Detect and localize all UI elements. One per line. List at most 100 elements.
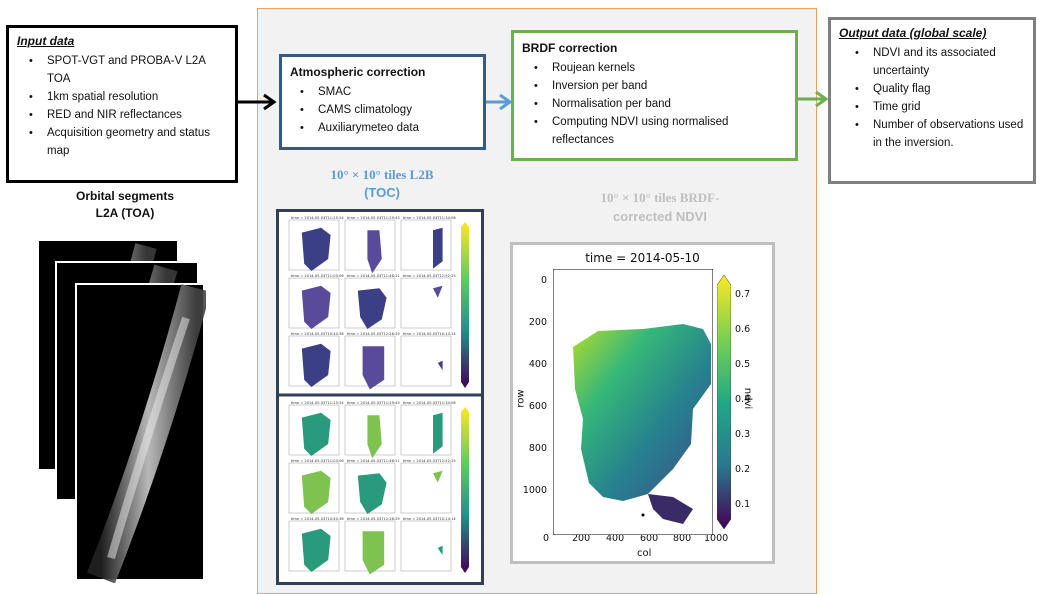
input-data-title: Input data — [17, 34, 75, 48]
brdf-list: Roujean kernels Inversion per band Norma… — [522, 59, 787, 149]
tile-time-label: time = 2014-05-03T10:40:36 — [291, 517, 344, 521]
list-item: RED and NIR reflectances — [29, 106, 227, 124]
tile-time-label: time = 2014-05-03T12:28:29 — [347, 517, 400, 521]
ndvi-x-ticks: 0 200 400 600 800 1000 — [513, 533, 772, 547]
tile-time-label: time = 2014-05-03T11:03:06 — [291, 274, 344, 278]
tile-land — [367, 415, 382, 459]
output-data-list: NDVI and its associated uncertainty Qual… — [839, 44, 1025, 152]
tile-time-label: time = 2014-05-03T10:14:14 — [403, 517, 456, 521]
orbital-caption-line1: Orbital segments — [75, 189, 175, 203]
tile-land — [301, 343, 331, 387]
tile-land — [357, 473, 387, 514]
ndvi-map-figure: time = 2014-05-10 row col ndvi 0 200 400… — [510, 242, 775, 564]
orbital-caption-line2: L2A (TOA) — [95, 206, 155, 220]
input-data-list: SPOT-VGT and PROBA-V L2A TOA 1km spatial… — [17, 52, 227, 160]
ndvi-y-ticks: 0 200 400 600 800 1000 — [513, 245, 553, 545]
tile-land — [301, 528, 331, 572]
cbar-tick-label: 0.1 — [735, 499, 751, 510]
tile-land — [433, 227, 443, 269]
tile-time-label: time = 2014-05-03T11:46:21 — [347, 459, 400, 463]
list-item: Roujean kernels — [534, 59, 787, 77]
y-tick-label: 0 — [540, 275, 547, 286]
tile-land — [301, 285, 331, 329]
tile-time-label: time = 2014-05-03T12:52:25 — [403, 274, 456, 278]
brdf-caption-line2: corrected NDVI — [613, 209, 707, 224]
list-item: Normalisation per band — [534, 95, 787, 113]
tile-land — [433, 470, 443, 483]
tile-frame — [400, 277, 452, 329]
atmos-list: SMAC CAMS climatology Auxiliarymeteo dat… — [290, 83, 475, 137]
tile-land — [437, 360, 443, 371]
tile-colorbar — [461, 407, 469, 573]
tile-time-label: time = 2014-05-03T12:52:25 — [403, 459, 456, 463]
tile-land — [367, 230, 382, 274]
tile-colorbar — [461, 222, 469, 388]
brdf-caption-line1: 10° × 10° tiles BRDF- — [600, 190, 720, 205]
tile-land — [433, 285, 443, 298]
l2b-caption: 10° × 10° tiles L2B (TOC) — [282, 166, 482, 202]
list-item: SMAC — [300, 83, 475, 101]
brdf-correction-box: BRDF correction Roujean kernels Inversio… — [511, 30, 798, 161]
ndvi-colorbar — [717, 275, 731, 529]
tile-time-label: time = 2014-05-03T11:29:43 — [347, 401, 400, 405]
cbar-tick-label: 0.5 — [735, 359, 751, 370]
y-tick-label: 800 — [528, 443, 547, 454]
tile-time-label: time = 2014-05-03T11:25:24 — [291, 216, 344, 220]
atmos-title: Atmospheric correction — [290, 65, 426, 79]
l2b-tiles-figure: time = 2014-05-03T11:25:24 time = 2014-05… — [276, 209, 484, 585]
list-item: 1km spatial resolution — [29, 88, 227, 106]
tile-frame — [400, 520, 452, 572]
tile-time-label: time = 2014-05-03T11:29:43 — [347, 216, 400, 220]
x-tick-label: 200 — [572, 533, 591, 544]
list-item: Auxiliarymeteo data — [300, 119, 475, 137]
ndvi-map-title: time = 2014-05-10 — [585, 251, 700, 265]
x-tick-label: 600 — [640, 533, 659, 544]
tile-frame — [400, 335, 452, 387]
list-item: Inversion per band — [534, 77, 787, 95]
iberia-land — [573, 324, 711, 501]
l2b-caption-line2: (TOC) — [364, 185, 400, 200]
tile-time-label: time = 2014-05-03T11:03:06 — [291, 459, 344, 463]
cbar-tick-label: 0.2 — [735, 464, 751, 475]
cbar-tick-label: 0.6 — [735, 324, 751, 335]
l2b-caption-line1: 10° × 10° tiles L2B — [330, 167, 434, 182]
list-item: NDVI and its associated uncertainty — [855, 44, 1025, 80]
list-item: SPOT-VGT and PROBA-V L2A TOA — [29, 52, 227, 88]
brdf-title: BRDF correction — [522, 41, 618, 55]
tile-land — [357, 288, 387, 329]
output-data-title: Output data (global scale) — [839, 26, 987, 40]
tile-land — [437, 545, 443, 556]
list-item: Time grid — [855, 98, 1025, 116]
tile-time-label: time = 2014-05-03T11:34:08 — [403, 216, 456, 220]
list-item: CAMS climatology — [300, 101, 475, 119]
ndvi-map-plot — [553, 269, 713, 535]
tile-frame — [400, 404, 452, 456]
tile-time-label: time = 2014-05-03T10:40:36 — [291, 332, 344, 336]
tile-time-label: time = 2014-05-03T12:28:29 — [347, 332, 400, 336]
ndvi-cbar-ticks: 0.7 0.6 0.5 0.4 0.3 0.2 0.1 — [735, 275, 771, 529]
tile-frame — [400, 462, 452, 514]
list-item: Number of observations used in the inver… — [855, 116, 1025, 152]
x-tick-label: 800 — [673, 533, 692, 544]
list-item: Computing NDVI using normalised reflecta… — [534, 113, 782, 149]
orbital-caption: Orbital segments L2A (TOA) — [30, 188, 220, 222]
x-tick-label: 1000 — [704, 533, 729, 544]
cbar-tick-label: 0.3 — [735, 429, 751, 440]
tile-panel-2: time = 2014-05-03T11:25:24 time = 2014-05… — [288, 401, 469, 575]
ndvi-map-xlabel: col — [637, 548, 652, 559]
input-data-box: Input data SPOT-VGT and PROBA-V L2A TOA … — [6, 25, 238, 183]
orbital-segments-image — [37, 239, 206, 583]
arrow-input-to-atmos — [238, 93, 277, 111]
x-tick-label: 0 — [543, 533, 550, 544]
tile-panel-1: time = 2014-05-03T11:25:24 time = 2014-05… — [288, 216, 469, 390]
atmospheric-correction-box: Atmospheric correction SMAC CAMS climato… — [279, 54, 486, 150]
tile-time-label: time = 2014-05-03T11:46:21 — [347, 274, 400, 278]
arrow-atmos-to-brdf — [486, 93, 513, 111]
l2b-tiles-svg: time = 2014-05-03T11:25:24 time = 2014-05… — [279, 216, 481, 575]
tile-land — [301, 227, 331, 271]
list-item: Acquisition geometry and status map — [29, 124, 227, 160]
tile-land — [301, 470, 331, 514]
y-tick-label: 400 — [528, 359, 547, 370]
tile-land — [362, 531, 385, 575]
x-tick-label: 400 — [606, 533, 625, 544]
